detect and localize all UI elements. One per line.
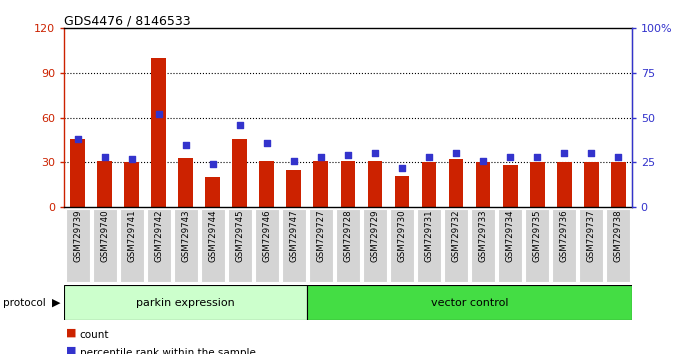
Bar	[307, 285, 632, 320]
Text: GSM729729: GSM729729	[371, 209, 380, 262]
Text: GSM729728: GSM729728	[343, 209, 352, 262]
Bar	[422, 162, 436, 207]
Bar	[282, 209, 306, 282]
Point	[586, 151, 597, 156]
Text: GDS4476 / 8146533: GDS4476 / 8146533	[64, 14, 191, 27]
Text: GSM729731: GSM729731	[424, 209, 433, 262]
Bar	[336, 209, 360, 282]
Point	[72, 136, 83, 142]
Text: percentile rank within the sample: percentile rank within the sample	[80, 348, 255, 354]
Point	[532, 154, 543, 160]
Point	[126, 156, 138, 162]
Bar	[475, 162, 491, 207]
Bar	[557, 162, 572, 207]
Text: GSM729727: GSM729727	[316, 209, 325, 262]
Bar	[64, 285, 307, 320]
Bar	[525, 209, 549, 282]
Bar	[313, 161, 328, 207]
Bar	[471, 209, 495, 282]
Text: vector control: vector control	[431, 298, 508, 308]
Point	[288, 158, 299, 164]
Text: GSM729735: GSM729735	[533, 209, 542, 262]
Point	[477, 158, 489, 164]
Bar	[260, 161, 274, 207]
Bar	[124, 162, 139, 207]
Bar	[584, 162, 599, 207]
Text: GSM729734: GSM729734	[505, 209, 514, 262]
Bar	[503, 165, 517, 207]
Bar	[498, 209, 522, 282]
Point	[505, 154, 516, 160]
Bar	[611, 162, 625, 207]
Bar	[97, 161, 112, 207]
Point	[315, 154, 327, 160]
Text: ▶: ▶	[52, 298, 61, 308]
Point	[99, 154, 110, 160]
Text: count: count	[80, 330, 109, 340]
Text: GSM729742: GSM729742	[154, 209, 163, 262]
Text: GSM729744: GSM729744	[208, 209, 217, 262]
Point	[613, 154, 624, 160]
Bar	[201, 209, 225, 282]
Bar	[66, 209, 90, 282]
Text: GSM729738: GSM729738	[614, 209, 623, 262]
Bar	[449, 159, 463, 207]
Text: GSM729732: GSM729732	[452, 209, 461, 262]
Bar	[552, 209, 577, 282]
Text: GSM729739: GSM729739	[73, 209, 82, 262]
Text: GSM729730: GSM729730	[397, 209, 406, 262]
Text: GSM729746: GSM729746	[262, 209, 272, 262]
Bar	[309, 209, 333, 282]
Point	[369, 151, 380, 156]
Point	[450, 151, 461, 156]
Bar	[363, 209, 387, 282]
Bar	[530, 162, 544, 207]
Bar	[70, 138, 85, 207]
Bar	[228, 209, 252, 282]
Bar	[205, 177, 221, 207]
Point	[261, 140, 272, 145]
Text: GSM729736: GSM729736	[560, 209, 569, 262]
Bar	[417, 209, 441, 282]
Point	[180, 142, 191, 147]
Text: GSM729747: GSM729747	[290, 209, 299, 262]
Text: ■: ■	[66, 328, 77, 338]
Bar	[147, 209, 171, 282]
Bar	[119, 209, 144, 282]
Bar	[255, 209, 279, 282]
Bar	[606, 209, 630, 282]
Text: GSM729733: GSM729733	[479, 209, 488, 262]
Bar	[286, 170, 302, 207]
Point	[235, 122, 246, 128]
Bar	[93, 209, 117, 282]
Bar	[394, 176, 410, 207]
Point	[154, 111, 165, 117]
Point	[207, 161, 218, 167]
Bar	[151, 58, 166, 207]
Text: protocol: protocol	[3, 298, 46, 308]
Bar	[368, 161, 383, 207]
Text: GSM729743: GSM729743	[181, 209, 191, 262]
Text: GSM729741: GSM729741	[127, 209, 136, 262]
Bar	[579, 209, 603, 282]
Text: GSM729737: GSM729737	[586, 209, 595, 262]
Point	[424, 154, 435, 160]
Text: ■: ■	[66, 346, 77, 354]
Bar	[341, 161, 355, 207]
Bar	[390, 209, 414, 282]
Point	[396, 165, 408, 171]
Bar	[444, 209, 468, 282]
Point	[558, 151, 570, 156]
Text: GSM729740: GSM729740	[101, 209, 110, 262]
Bar	[232, 138, 247, 207]
Bar	[179, 158, 193, 207]
Text: GSM729745: GSM729745	[235, 209, 244, 262]
Bar	[174, 209, 198, 282]
Point	[342, 153, 353, 158]
Text: parkin expression: parkin expression	[136, 298, 235, 308]
